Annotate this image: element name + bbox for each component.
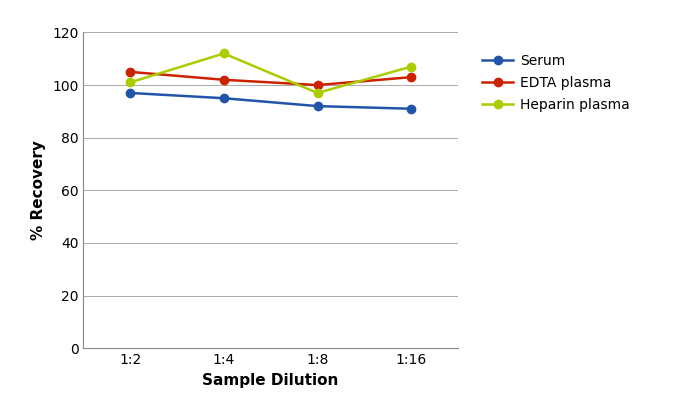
Y-axis label: % Recovery: % Recovery [31, 141, 46, 240]
X-axis label: Sample Dilution: Sample Dilution [203, 373, 339, 388]
Serum [219, 96, 228, 100]
Serum [313, 104, 321, 109]
Serum [407, 106, 415, 111]
EDTA plasma [407, 75, 415, 79]
Legend: Serum, EDTA plasma, Heparin plasma: Serum, EDTA plasma, Heparin plasma [477, 48, 635, 118]
Heparin plasma [313, 91, 321, 96]
EDTA plasma [126, 70, 135, 75]
Line: EDTA plasma: EDTA plasma [126, 68, 416, 89]
Serum [126, 91, 135, 96]
Line: Heparin plasma: Heparin plasma [126, 49, 416, 97]
Heparin plasma [219, 51, 228, 56]
Line: Serum: Serum [126, 89, 416, 113]
Heparin plasma [407, 64, 415, 69]
EDTA plasma [313, 83, 321, 87]
Heparin plasma [126, 80, 135, 85]
EDTA plasma [219, 77, 228, 82]
